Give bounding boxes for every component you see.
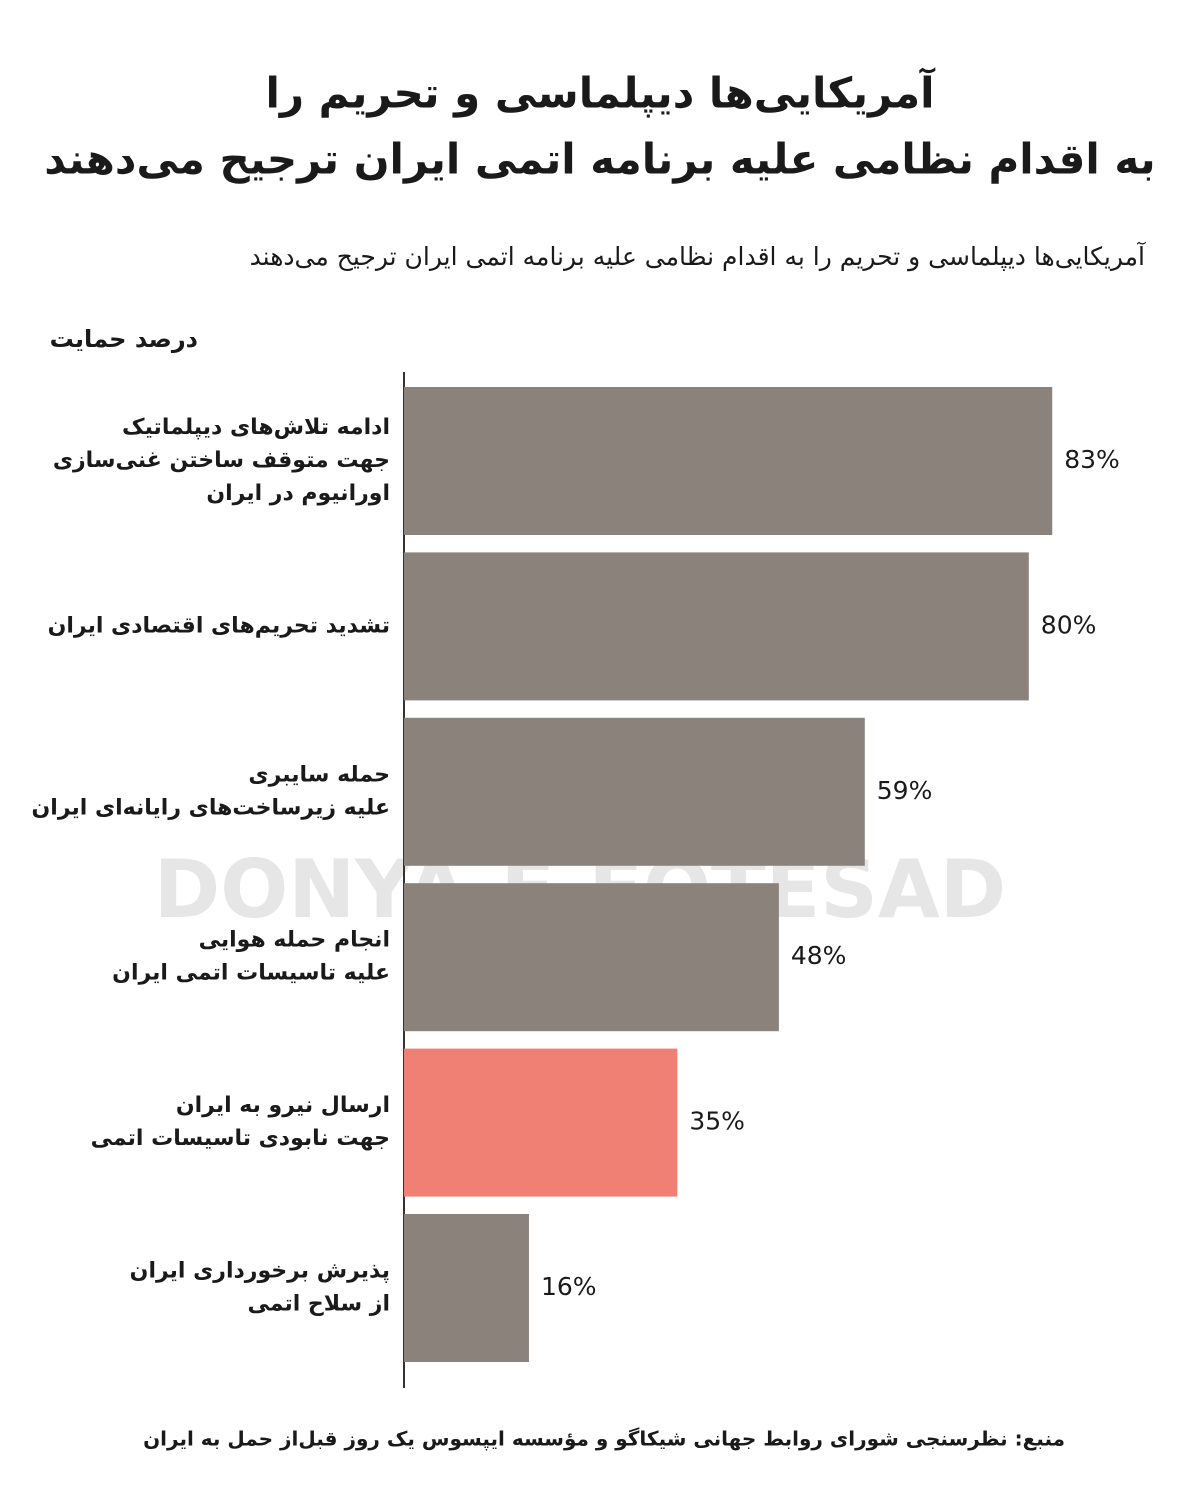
value-label: 35%: [689, 1107, 745, 1136]
value-label: 48%: [791, 941, 847, 970]
chart-title: آمریکایی‌ها دیپلماسی و تحریم را: [265, 68, 936, 119]
bar: [404, 1214, 529, 1362]
category-label: جهت متوقف ساختن غنی‌سازی: [53, 448, 390, 473]
value-label: 80%: [1041, 610, 1097, 639]
category-label: ارسال نیرو به ایران: [176, 1093, 390, 1118]
category-label: از سلاح اتمی: [247, 1292, 390, 1317]
chart-title: به اقدام نظامی علیه برنامه اتمی ایران تر…: [44, 135, 1155, 185]
value-label: 16%: [541, 1272, 597, 1301]
category-label: علیه زیرساخت‌های رایانه‌ای ایران: [32, 795, 390, 820]
category-label: اورانیوم در ایران: [206, 481, 390, 506]
value-label: 83%: [1064, 445, 1120, 474]
value-label: 59%: [877, 776, 933, 805]
source: منبع: نظرسنجی شورای روابط جهانی شیکاگو و…: [143, 1427, 1065, 1452]
category-label: ادامه تلاش‌های دیپلماتیک: [122, 415, 390, 440]
bar: [404, 883, 779, 1032]
category-label: پذیرش برخورداری ایران: [130, 1259, 390, 1284]
category-label: جهت نابودی تاسیسات اتمی: [91, 1126, 390, 1151]
category-label: تشدید تحریم‌های اقتصادی ایران: [48, 613, 390, 638]
category-label: انجام حمله هوایی: [199, 928, 390, 953]
bar: [404, 552, 1029, 701]
bar: [404, 717, 865, 866]
bar: [404, 387, 1053, 535]
bar: [404, 1048, 678, 1197]
category-label: حمله سایبری: [248, 762, 390, 787]
axis-label: درصد حمایت: [50, 325, 198, 353]
category-label: علیه تاسیسات اتمی ایران: [112, 961, 390, 986]
chart-subtitle: آمریکایی‌ها دیپلماسی و تحریم را به اقدام…: [250, 241, 1146, 272]
